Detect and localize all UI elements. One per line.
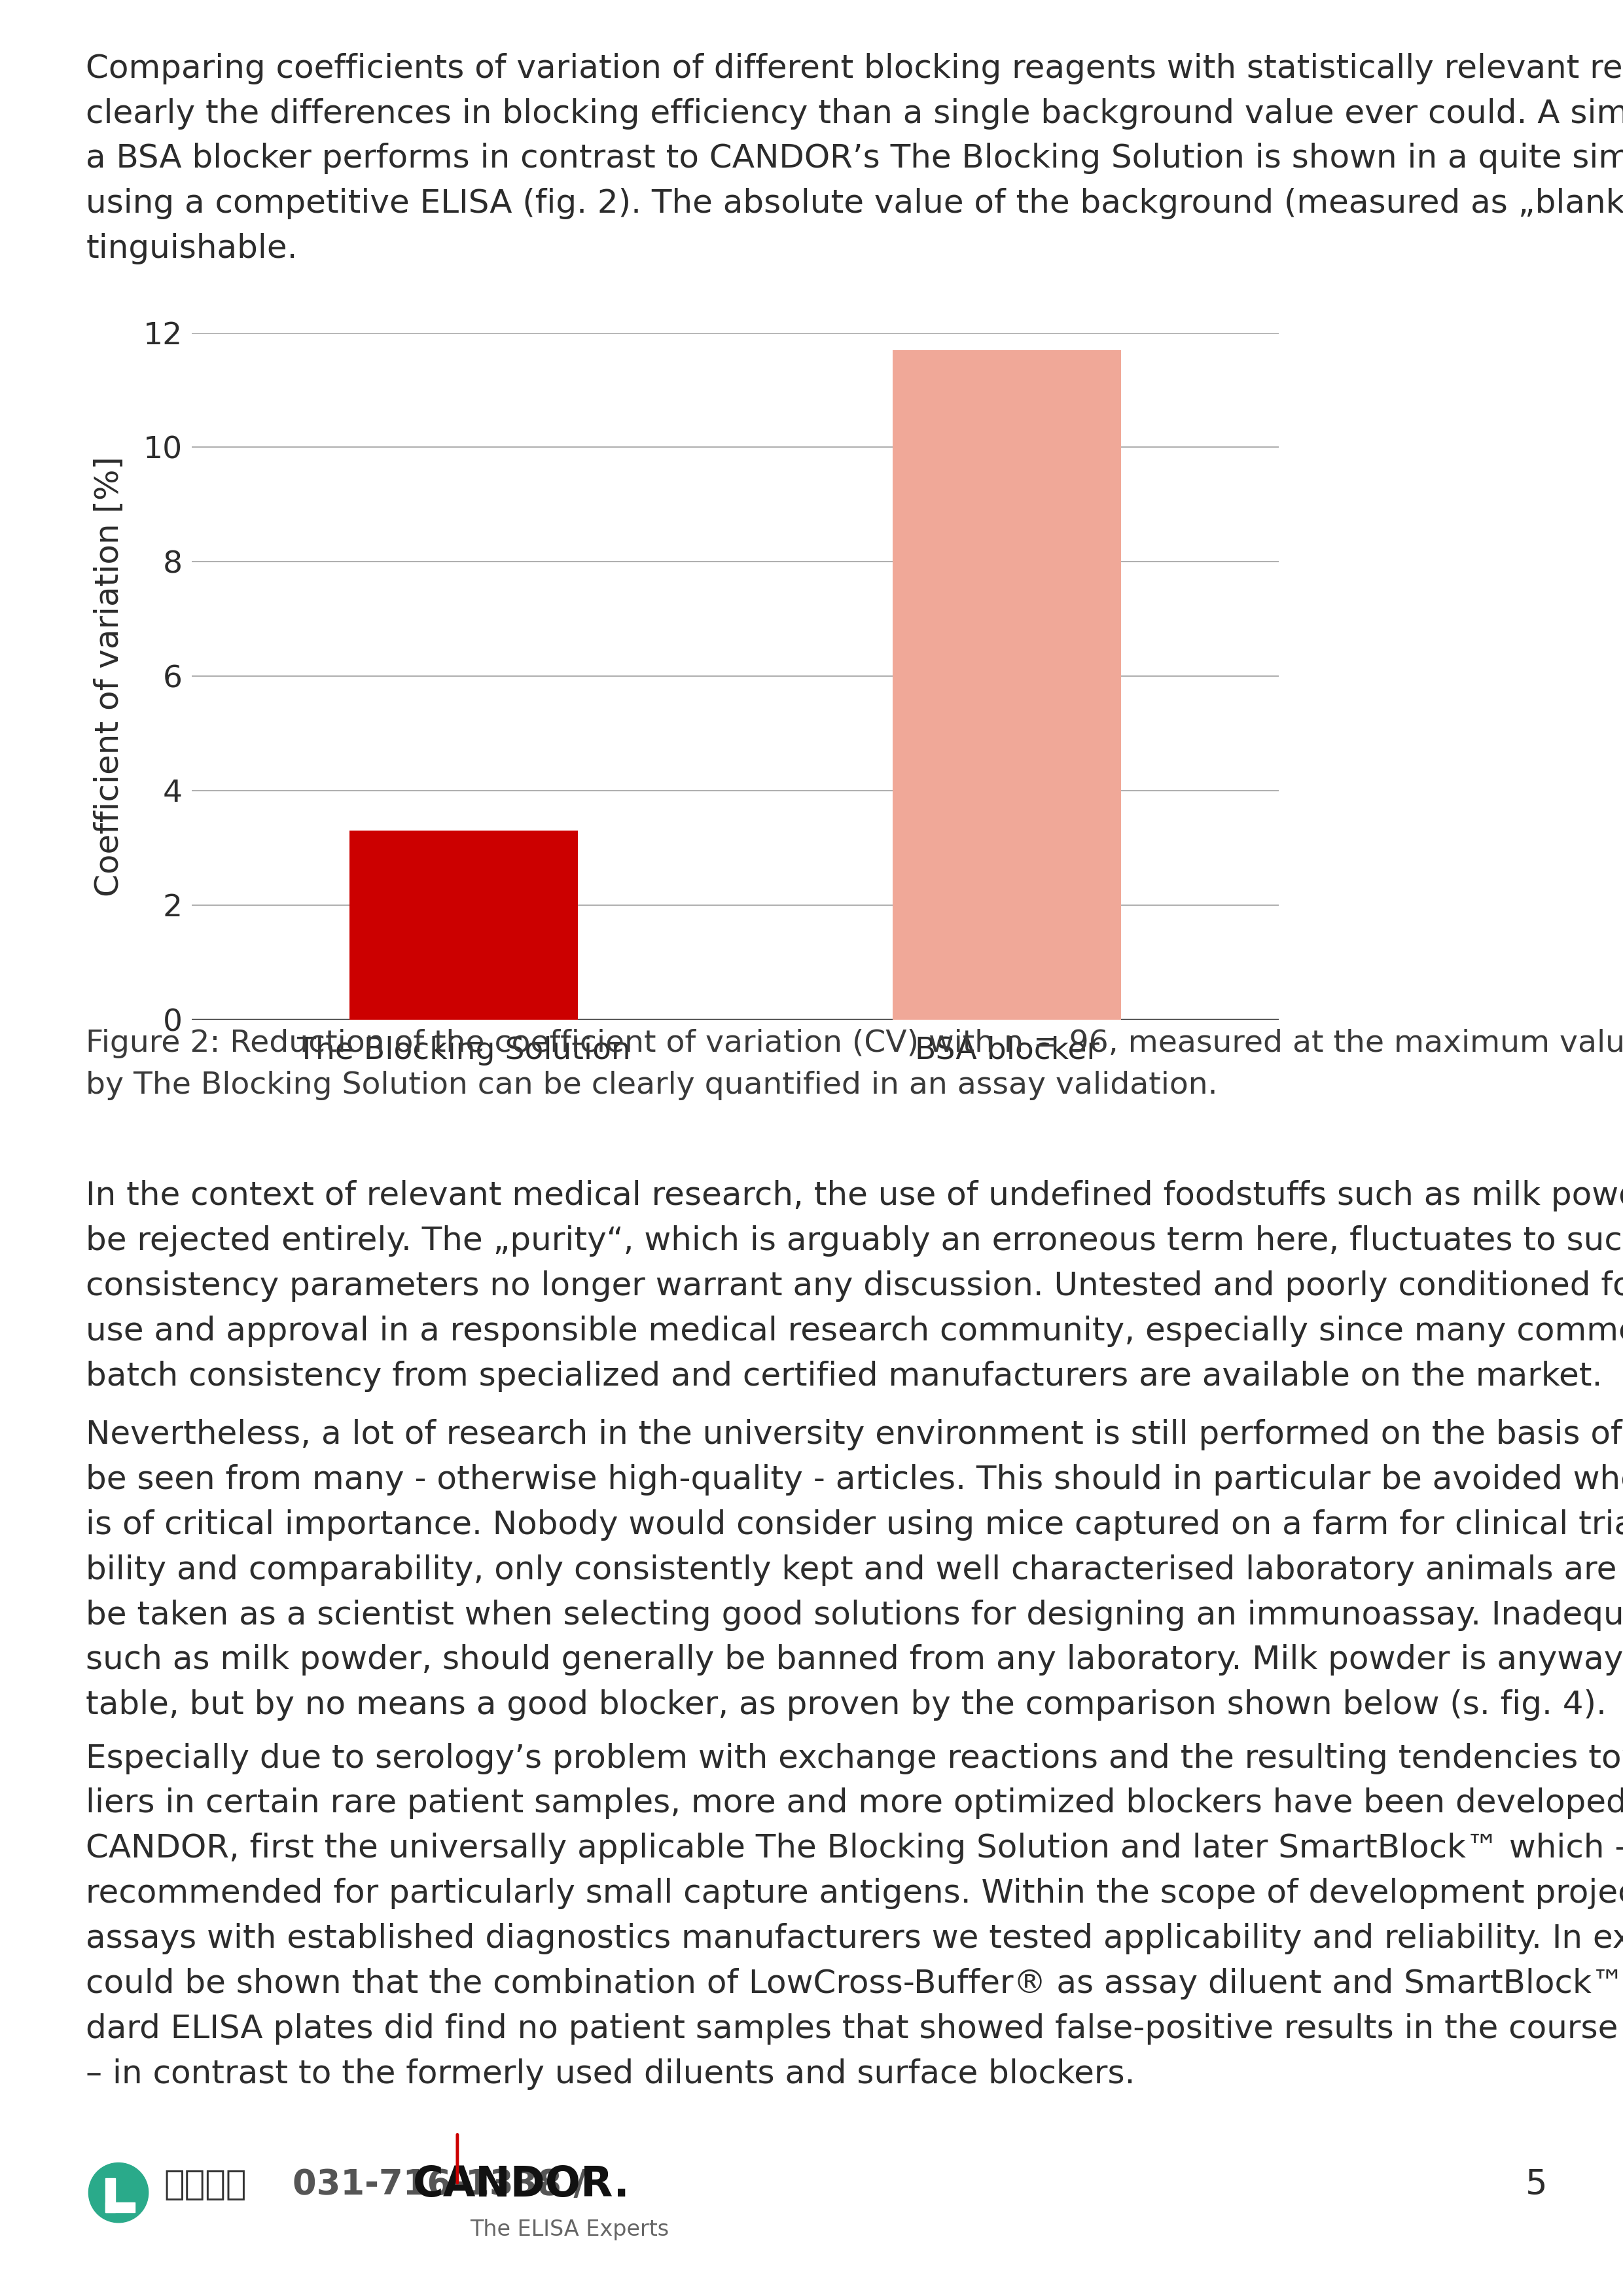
Y-axis label: Coefficient of variation [%]: Coefficient of variation [%] <box>94 457 125 895</box>
Text: Figure 2: Reduction of the coefficient of variation (CV) with n = 96, measured a: Figure 2: Reduction of the coefficient o… <box>86 1029 1623 1100</box>
Text: Especially due to serology’s problem with exchange reactions and the resulting t: Especially due to serology’s problem wit… <box>86 1743 1623 2089</box>
Text: Comparing coefficients of variation of different blocking reagents with statisti: Comparing coefficients of variation of d… <box>86 53 1623 264</box>
Bar <box>105 2202 135 2211</box>
Text: In the context of relevant medical research, the use of undefined foodstuffs suc: In the context of relevant medical resea… <box>86 1180 1623 1391</box>
Text: CANDOR.: CANDOR. <box>412 2165 630 2204</box>
Text: 031-716-1338 /: 031-716-1338 / <box>292 2167 586 2202</box>
Bar <box>893 349 1121 1019</box>
Text: Nevertheless, a lot of research in the university environment is still performed: Nevertheless, a lot of research in the u… <box>86 1419 1623 1722</box>
Bar <box>349 831 578 1019</box>
Text: ㈜옴니랩: ㈜옴니랩 <box>164 2167 247 2202</box>
Bar <box>105 2179 115 2211</box>
Text: 5: 5 <box>1526 2167 1547 2202</box>
Circle shape <box>89 2163 148 2223</box>
Text: The ELISA Experts: The ELISA Experts <box>471 2218 669 2241</box>
